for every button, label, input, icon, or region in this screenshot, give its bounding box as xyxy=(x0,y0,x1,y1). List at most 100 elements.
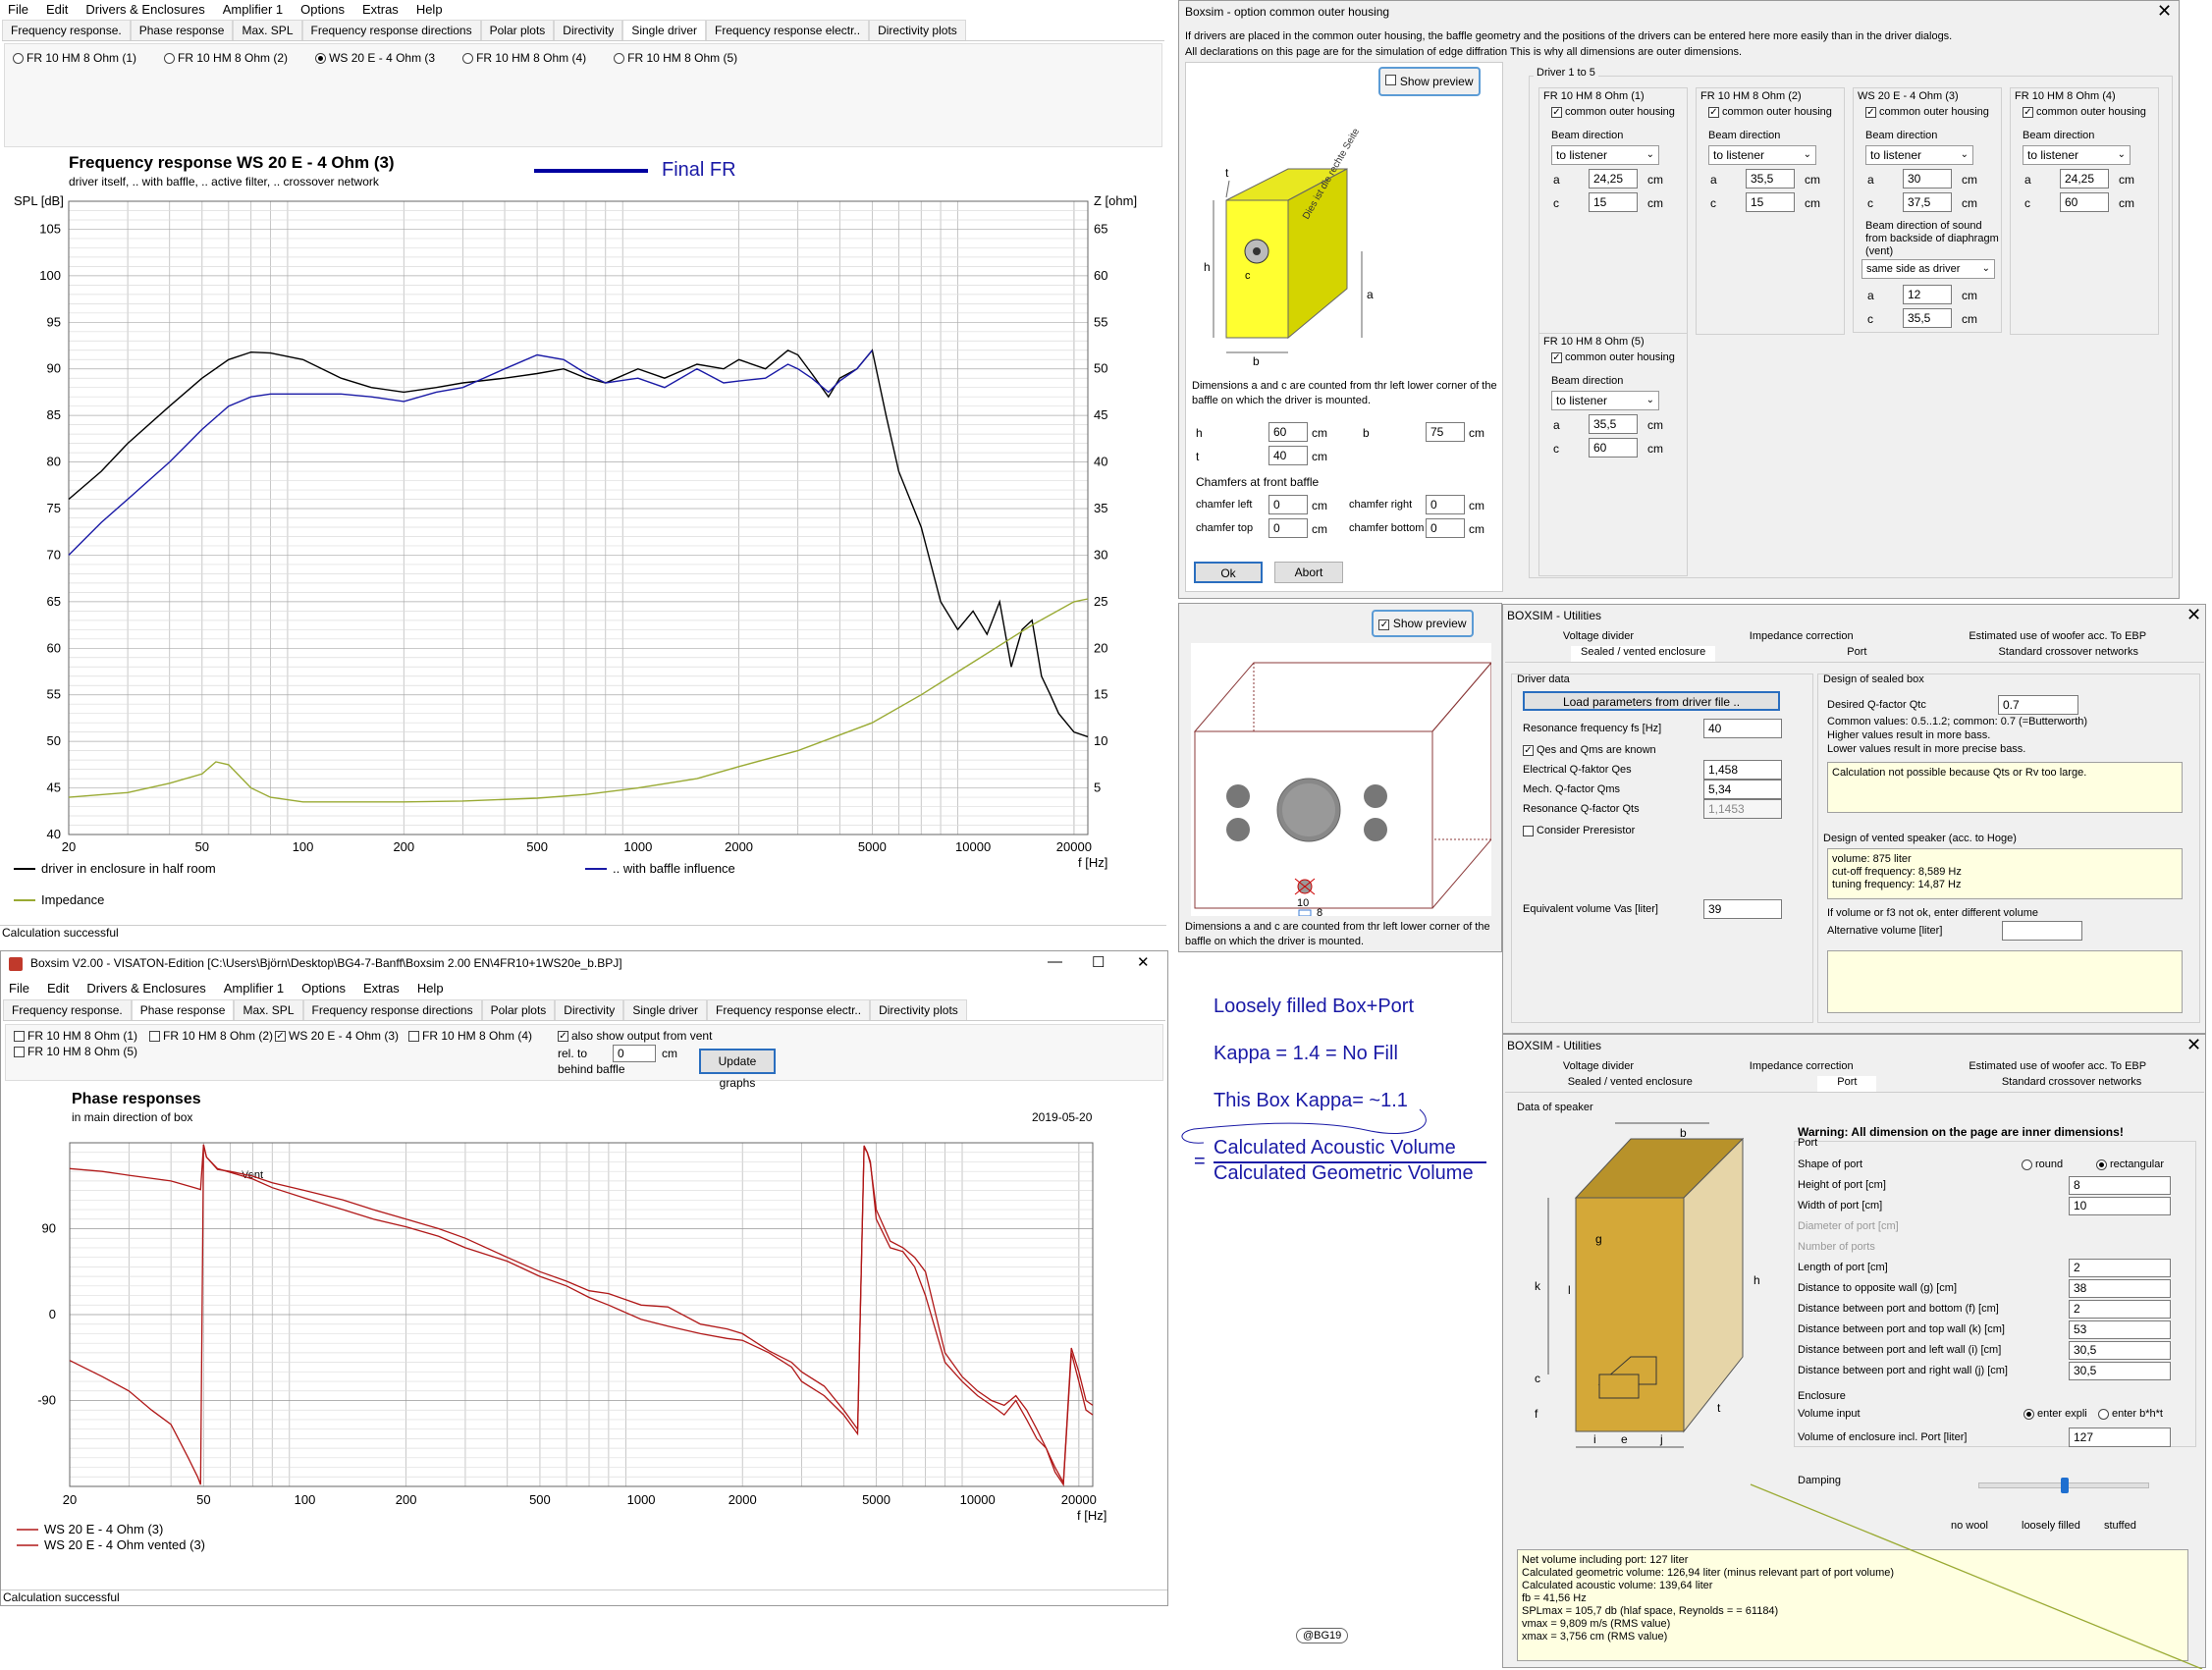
maximize-icon[interactable]: ☐ xyxy=(1092,954,1106,971)
qes-input[interactable]: 1,458 xyxy=(1703,760,1782,780)
c-input[interactable]: 60 xyxy=(2060,192,2109,212)
port-row-input[interactable]: 2 xyxy=(2069,1259,2171,1277)
qms-input[interactable]: 5,34 xyxy=(1703,780,1782,799)
tab-max-spl[interactable]: Max. SPL xyxy=(234,999,303,1020)
menu-file[interactable]: File xyxy=(9,980,29,996)
tab-voltage-divider[interactable]: Voltage divider xyxy=(1562,630,1635,642)
close-icon[interactable]: ✕ xyxy=(2186,605,2202,624)
tab-crossover[interactable]: Standard crossover networks xyxy=(2001,1076,2142,1088)
menu-file[interactable]: File xyxy=(8,1,28,17)
tab-sealed-vented[interactable]: Sealed / vented enclosure xyxy=(1571,646,1716,662)
a-input[interactable]: 30 xyxy=(1903,169,1952,189)
close-icon[interactable]: ✕ xyxy=(2157,1,2173,21)
tab-ebp[interactable]: Estimated use of woofer acc. To EBP xyxy=(1969,1060,2147,1072)
shape-rect-radio[interactable]: rectangular xyxy=(2096,1158,2164,1170)
tab-impedance-correction[interactable]: Impedance correction xyxy=(1749,630,1854,642)
tab-directivity[interactable]: Directivity xyxy=(554,20,623,40)
tab-fr-electrical[interactable]: Frequency response electr.. xyxy=(707,999,871,1020)
common-housing-checkbox[interactable]: ✓ common outer housing xyxy=(1865,106,1989,118)
tab-port[interactable]: Port xyxy=(1847,646,1867,658)
port-row-input[interactable]: 30,5 xyxy=(2069,1362,2171,1380)
qes-qms-known-checkbox[interactable]: ✓ Qes and Qms are known xyxy=(1523,744,1656,756)
bht-volume-radio[interactable]: enter b*h*t xyxy=(2098,1408,2163,1420)
tab-impedance-correction[interactable]: Impedance correction xyxy=(1749,1060,1854,1072)
vent-a-input[interactable]: 12 xyxy=(1903,285,1952,304)
tab-frequency-response[interactable]: Frequency response. xyxy=(3,999,132,1020)
explicit-volume-radio[interactable]: enter expli xyxy=(2023,1408,2087,1420)
tab-fr-directions[interactable]: Frequency response directions xyxy=(302,999,482,1020)
tab-crossover[interactable]: Standard crossover networks xyxy=(1998,646,2138,658)
preresistor-checkbox[interactable]: Consider Preresistor xyxy=(1523,825,1635,836)
a-input[interactable]: 35,5 xyxy=(1589,414,1638,434)
menu-edit[interactable]: Edit xyxy=(45,1,69,17)
tab-directivity-plots[interactable]: Directivity plots xyxy=(869,20,966,40)
shape-round-radio[interactable]: round xyxy=(2022,1158,2063,1170)
beam-direction-select[interactable]: to listener ⌄ xyxy=(1708,145,1816,165)
tab-polar-plots[interactable]: Polar plots xyxy=(481,999,556,1020)
volume-input[interactable]: 127 xyxy=(2069,1428,2171,1447)
menu-help[interactable]: Help xyxy=(416,980,444,996)
tab-sealed-vented[interactable]: Sealed / vented enclosure xyxy=(1567,1076,1693,1088)
port-row-input[interactable]: 30,5 xyxy=(2069,1341,2171,1360)
menu-help[interactable]: Help xyxy=(415,1,443,17)
menu-options[interactable]: Options xyxy=(301,980,346,996)
tab-directivity-plots[interactable]: Directivity plots xyxy=(870,999,967,1020)
menu-drivers[interactable]: Drivers & Enclosures xyxy=(85,1,205,17)
ok-button[interactable]: Ok xyxy=(1194,562,1263,583)
menu-extras[interactable]: Extras xyxy=(362,980,400,996)
tab-single-driver[interactable]: Single driver xyxy=(623,999,708,1020)
tab-directivity[interactable]: Directivity xyxy=(555,999,624,1020)
show-preview-toggle[interactable]: ✓ Show preview xyxy=(1372,610,1474,637)
menu-drivers[interactable]: Drivers & Enclosures xyxy=(86,980,206,996)
show-preview-toggle[interactable]: Show preview xyxy=(1378,67,1481,96)
tab-single-driver[interactable]: Single driver xyxy=(622,20,707,40)
tab-voltage-divider[interactable]: Voltage divider xyxy=(1562,1060,1635,1072)
damping-slider-thumb[interactable] xyxy=(2061,1478,2069,1493)
check-driver-5[interactable]: FR 10 HM 8 Ohm (5) xyxy=(14,1045,137,1058)
chamfer-right-input[interactable]: 0 xyxy=(1426,495,1465,514)
menu-amplifier[interactable]: Amplifier 1 xyxy=(222,1,284,17)
menu-options[interactable]: Options xyxy=(300,1,345,17)
c-input[interactable]: 15 xyxy=(1746,192,1795,212)
check-vent-output[interactable]: ✓ also show output from vent xyxy=(558,1029,712,1043)
radio-driver-2[interactable]: FR 10 HM 8 Ohm (2) xyxy=(164,51,288,65)
b-input[interactable]: 75 xyxy=(1426,422,1465,442)
chamfer-top-input[interactable]: 0 xyxy=(1268,518,1308,538)
damping-slider[interactable] xyxy=(1978,1478,2149,1493)
h-input[interactable]: 60 xyxy=(1268,422,1308,442)
a-input[interactable]: 24,25 xyxy=(1589,169,1638,189)
check-driver-3[interactable]: ✓ WS 20 E - 4 Ohm (3) xyxy=(275,1029,399,1043)
menu-edit[interactable]: Edit xyxy=(46,980,70,996)
beam-direction-select[interactable]: to listener ⌄ xyxy=(2023,145,2131,165)
beam-direction-select[interactable]: to listener ⌄ xyxy=(1865,145,1973,165)
load-parameters-button[interactable]: Load parameters from driver file .. xyxy=(1523,691,1780,711)
vas-input[interactable]: 39 xyxy=(1703,899,1782,919)
beam-direction-select[interactable]: to listener ⌄ xyxy=(1551,391,1659,410)
tab-fr-directions[interactable]: Frequency response directions xyxy=(301,20,481,40)
tab-fr-electrical[interactable]: Frequency response electr.. xyxy=(706,20,870,40)
tab-ebp[interactable]: Estimated use of woofer acc. To EBP xyxy=(1969,630,2147,642)
tab-phase-response[interactable]: Phase response xyxy=(131,999,235,1020)
fs-input[interactable]: 40 xyxy=(1703,719,1782,738)
alt-volume-input[interactable] xyxy=(2002,921,2082,941)
chamfer-left-input[interactable]: 0 xyxy=(1268,495,1308,514)
common-housing-checkbox[interactable]: ✓ common outer housing xyxy=(1551,106,1675,118)
port-row-input[interactable]: 53 xyxy=(2069,1320,2171,1339)
tab-frequency-response[interactable]: Frequency response. xyxy=(2,20,131,40)
qtc-input[interactable]: 0.7 xyxy=(1998,695,2078,715)
common-housing-checkbox[interactable]: ✓ common outer housing xyxy=(2023,106,2146,118)
close-icon[interactable]: ✕ xyxy=(1137,954,1150,971)
tab-phase-response[interactable]: Phase response xyxy=(130,20,234,40)
a-input[interactable]: 24,25 xyxy=(2060,169,2109,189)
radio-driver-3[interactable]: WS 20 E - 4 Ohm (3 xyxy=(315,51,435,65)
beam-direction-select[interactable]: to listener ⌄ xyxy=(1551,145,1659,165)
tab-max-spl[interactable]: Max. SPL xyxy=(233,20,302,40)
port-row-input[interactable]: 10 xyxy=(2069,1197,2171,1215)
vent-beam-select[interactable]: same side as driver ⌄ xyxy=(1861,259,1995,279)
port-row-input[interactable]: 2 xyxy=(2069,1300,2171,1319)
radio-driver-1[interactable]: FR 10 HM 8 Ohm (1) xyxy=(13,51,136,65)
rel-input[interactable]: 0 xyxy=(613,1045,656,1062)
t-input[interactable]: 40 xyxy=(1268,446,1308,465)
menu-extras[interactable]: Extras xyxy=(361,1,399,17)
check-driver-2[interactable]: FR 10 HM 8 Ohm (2) xyxy=(149,1029,273,1043)
